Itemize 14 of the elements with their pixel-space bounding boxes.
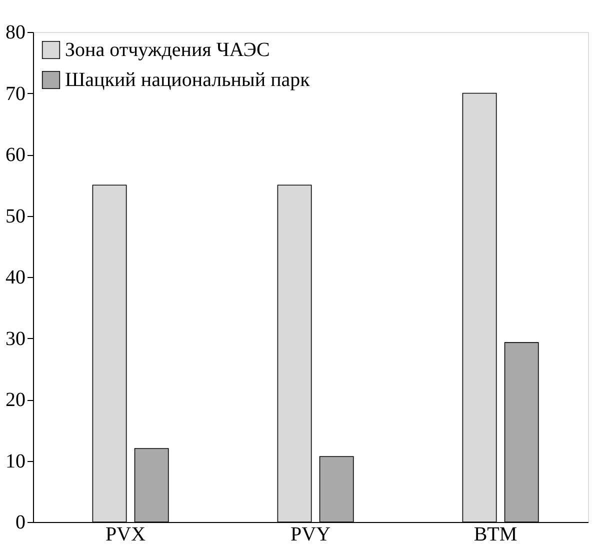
y-tick-label: 30 <box>6 328 26 350</box>
y-tick-label: 50 <box>6 205 26 228</box>
x-tick-label: PVX <box>105 524 146 545</box>
y-tick-label: 40 <box>6 266 26 288</box>
x-tick-label: PVY <box>290 524 331 545</box>
legend-label: Зона отчуждения ЧАЭС <box>65 39 270 61</box>
y-tick-label: 80 <box>6 22 26 44</box>
y-tick-label: 70 <box>6 82 26 105</box>
y-tick-label: 20 <box>6 389 26 411</box>
x-tick-label: BTM <box>474 524 518 545</box>
legend-label: Шацкий национальный парк <box>65 69 310 91</box>
y-tick-label: 60 <box>6 144 26 166</box>
y-tick-label: 0 <box>16 512 26 534</box>
y-tick-label: 10 <box>6 450 26 472</box>
